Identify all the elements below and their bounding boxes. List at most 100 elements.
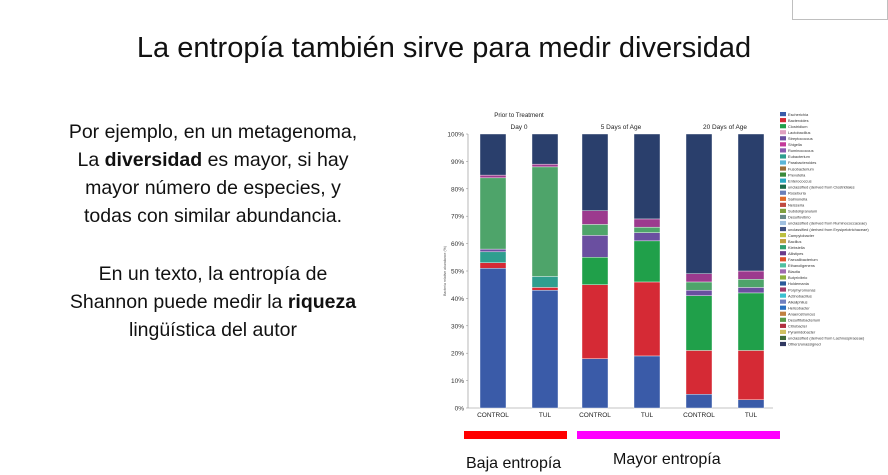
x-tick-label: CONTROL	[683, 412, 715, 419]
legend-swatch	[780, 178, 786, 183]
para2-line3: lingüística del autor	[128, 319, 298, 341]
bar-segment	[685, 281, 713, 291]
bar-segment	[479, 262, 507, 269]
bar-segment	[479, 248, 507, 253]
bar-segment	[633, 133, 661, 220]
legend-label: Neisseria	[788, 203, 805, 208]
legend-swatch	[780, 154, 786, 159]
bar-segment	[737, 133, 765, 272]
y-tick-label: 0%	[455, 406, 465, 413]
bar-segment	[685, 133, 713, 274]
para1-line2-post: es mayor, si hay	[202, 149, 349, 171]
legend-swatch	[780, 293, 786, 298]
bar-segment	[479, 174, 507, 179]
legend-label: Parabacteroides	[788, 160, 816, 165]
legend-label: Actinobacillus	[788, 293, 812, 298]
legend-swatch	[780, 269, 786, 274]
bar-segment	[633, 226, 661, 233]
legend-label: Blautia	[788, 269, 801, 274]
bar-segment	[581, 358, 609, 409]
bar-segment	[581, 235, 609, 258]
legend-swatch	[780, 142, 786, 147]
bar-segment	[531, 133, 559, 165]
para2-line1: En un texto, la entropía de	[98, 263, 328, 285]
legend-label: unclassified (derived from Clostridiales	[788, 184, 855, 189]
legend-label: Faecalibacterium	[788, 257, 818, 262]
para1-line3: mayor número de especies, y	[85, 177, 341, 199]
y-tick-label: 10%	[451, 378, 464, 385]
legend-label: Butyrivibrio	[788, 275, 807, 280]
legend-swatch	[780, 112, 786, 117]
para1-diversity-bold: diversidad	[104, 149, 203, 171]
bar-segment	[633, 218, 661, 228]
bar-segment	[581, 210, 609, 225]
legend-label: unclassified (derived from Lachnospirace…	[788, 336, 865, 341]
legend-swatch	[780, 323, 786, 328]
x-tick-label: TUL	[539, 412, 552, 419]
legend-swatch	[780, 233, 786, 238]
bar-segment	[633, 232, 661, 242]
legend-swatch	[780, 311, 786, 316]
legend-label: Citrobacter	[788, 324, 808, 329]
legend-label: Holdemania	[788, 281, 810, 286]
legend-label: Alkaliphilus	[788, 299, 808, 304]
bar-segment	[581, 284, 609, 359]
legend-label: Roseburia	[788, 190, 807, 195]
bar-segment	[737, 270, 765, 280]
legend-swatch	[780, 136, 786, 141]
legend-swatch	[780, 335, 786, 341]
paragraph-shannon: En un texto, la entropía de Shannon pued…	[28, 260, 398, 344]
legend-swatch	[780, 160, 786, 165]
legend-swatch	[780, 166, 786, 171]
y-tick-label: 100%	[447, 132, 464, 139]
legend-swatch	[780, 220, 786, 226]
legend-swatch	[780, 214, 786, 220]
group-title: 5 Days of Age	[601, 124, 642, 131]
legend-swatch	[780, 118, 786, 123]
legend-swatch	[780, 148, 786, 153]
para1-line2-pre: La	[77, 149, 105, 171]
y-tick-label: 60%	[451, 241, 464, 248]
bar-segment	[633, 281, 661, 357]
y-tick-label: 80%	[451, 186, 464, 193]
legend-label: Desulfitobacterium	[788, 318, 820, 323]
bar-segment	[531, 166, 559, 277]
corner-frame	[792, 0, 888, 20]
group-title: 20 Days of Age	[703, 124, 747, 131]
bar-segment	[479, 177, 507, 250]
legend-label: Bacteroides	[788, 118, 809, 123]
y-tick-label: 20%	[451, 351, 464, 358]
bar-segment	[479, 251, 507, 263]
legend-swatch	[780, 251, 786, 256]
y-tick-label: 90%	[451, 159, 464, 166]
legend-swatch	[780, 130, 786, 135]
bar-segment	[737, 279, 765, 288]
para2-line2-pre: Shannon puede medir la	[69, 291, 288, 313]
legend-swatch	[780, 257, 786, 262]
x-tick-label: CONTROL	[477, 412, 509, 419]
bar-segment	[531, 287, 559, 291]
legend-label: Lactobacillus	[788, 130, 811, 135]
legend-label: Salmonella	[788, 197, 808, 202]
legend-swatch	[780, 239, 786, 244]
legend-swatch	[780, 184, 786, 189]
bar-segment	[479, 133, 507, 176]
legend-label: Ethanoligenens	[788, 263, 815, 268]
legend-label: Pyramidobacter	[788, 330, 816, 335]
x-tick-label: TUL	[641, 412, 654, 419]
group-title-top: Prior to Treatment	[494, 112, 544, 119]
legend-swatch	[780, 329, 786, 334]
bar-segment	[685, 289, 713, 296]
bar-segment	[685, 273, 713, 283]
legend-swatch	[780, 275, 786, 280]
legend-label: Clostridium	[788, 124, 807, 129]
legend-label: Fusobacterium	[788, 166, 814, 171]
bar-segment	[685, 295, 713, 351]
bar-segment	[581, 257, 609, 285]
legend-swatch	[780, 124, 786, 129]
legend-swatch	[780, 281, 786, 286]
x-tick-label: CONTROL	[579, 412, 611, 419]
bar-segment	[531, 289, 559, 409]
legend-label: Streptococcus	[788, 136, 813, 141]
legend-swatch	[780, 263, 786, 268]
